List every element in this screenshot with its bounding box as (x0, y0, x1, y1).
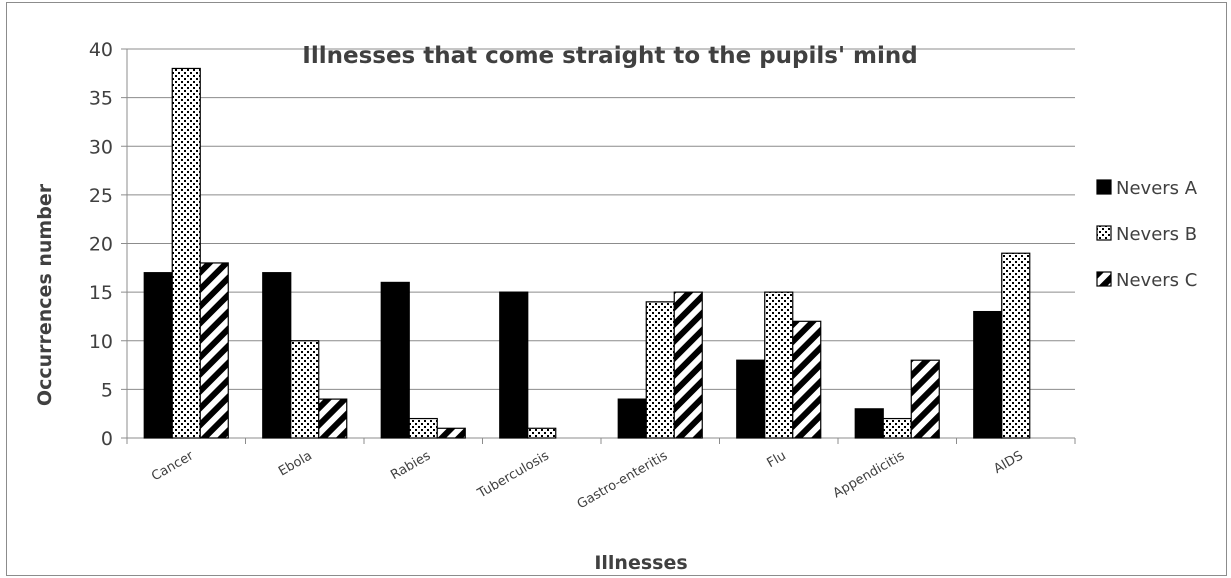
bar-nevers-c-ebola (318, 398, 348, 439)
bar-nevers-c-rabies (436, 427, 466, 439)
y-tick-label: 10 (89, 331, 113, 353)
x-tick-label: AIDS (991, 448, 1025, 476)
x-tick-label: Appendicitis (831, 448, 908, 501)
bar-nevers-a-aids (973, 310, 1003, 439)
x-tick-label: Ebola (276, 448, 315, 479)
x-tick-label: Gastro-enteritis (575, 448, 671, 512)
bar-nevers-b-ebola (290, 340, 320, 439)
x-tick-label: Rabies (388, 448, 433, 483)
bar-nevers-a-rabies (380, 281, 410, 439)
bar-nevers-a-appendicitis (854, 408, 884, 439)
y-tick-label: 35 (89, 88, 113, 110)
x-axis-title: Illnesses (594, 552, 687, 574)
y-tick-label: 20 (89, 234, 113, 256)
bar-nevers-b-aids (1001, 252, 1031, 439)
legend: Nevers A Nevers B Nevers C (1096, 178, 1198, 291)
bar-nevers-b-appendicitis (882, 417, 912, 439)
bar-nevers-b-gastro-enteritis (645, 301, 675, 439)
bar-nevers-a-cancer (143, 272, 173, 439)
legend-label: Nevers B (1116, 224, 1197, 245)
legend-label: Nevers C (1116, 270, 1197, 291)
bars (143, 67, 1031, 439)
x-tick-labels: Cancer Ebola Rabies Tuberculosis Gastro-ente… (149, 448, 1026, 512)
y-tick-label: 40 (89, 39, 113, 61)
y-tick-label: 30 (89, 136, 113, 158)
legend-swatch-nevers-b (1096, 225, 1112, 241)
bar-nevers-b-cancer (171, 67, 201, 439)
bar-nevers-c-gastro-enteritis (673, 291, 703, 439)
chart-frame: 0 5 10 15 20 25 30 35 40 Cancer Ebola Rabies Tuberc… (6, 2, 1227, 576)
y-tick-labels: 0 5 10 15 20 25 30 35 40 (89, 39, 113, 450)
bar-nevers-a-ebola (262, 272, 292, 439)
legend-label: Nevers A (1116, 178, 1198, 199)
bar-nevers-c-flu (792, 320, 822, 439)
bar-nevers-a-gastro-enteritis (617, 398, 647, 439)
bar-nevers-c-appendicitis (910, 359, 940, 439)
x-tick-label: Tuberculosis (474, 448, 552, 501)
chart-title: Illnesses that come straight to the pupi… (302, 43, 917, 69)
x-tick-label: Cancer (149, 448, 197, 484)
legend-swatch-nevers-a (1096, 179, 1112, 195)
y-tick-label: 5 (101, 379, 113, 401)
y-axis-title: Occurrences number (34, 183, 56, 406)
bar-nevers-b-rabies (408, 417, 438, 439)
legend-swatch-nevers-c (1096, 271, 1112, 287)
bar-nevers-b-tuberculosis (527, 427, 557, 439)
bar-nevers-a-tuberculosis (499, 291, 529, 439)
y-tick-label: 25 (89, 185, 113, 207)
y-tick-label: 0 (101, 428, 113, 450)
x-tick-label: Flu (764, 448, 788, 471)
bar-nevers-a-flu (736, 359, 766, 439)
bar-nevers-c-cancer (199, 262, 229, 439)
bar-nevers-b-flu (764, 291, 794, 439)
bar-chart: 0 5 10 15 20 25 30 35 40 Cancer Ebola Rabies Tuberc… (34, 39, 1198, 574)
y-tick-label: 15 (89, 282, 113, 304)
